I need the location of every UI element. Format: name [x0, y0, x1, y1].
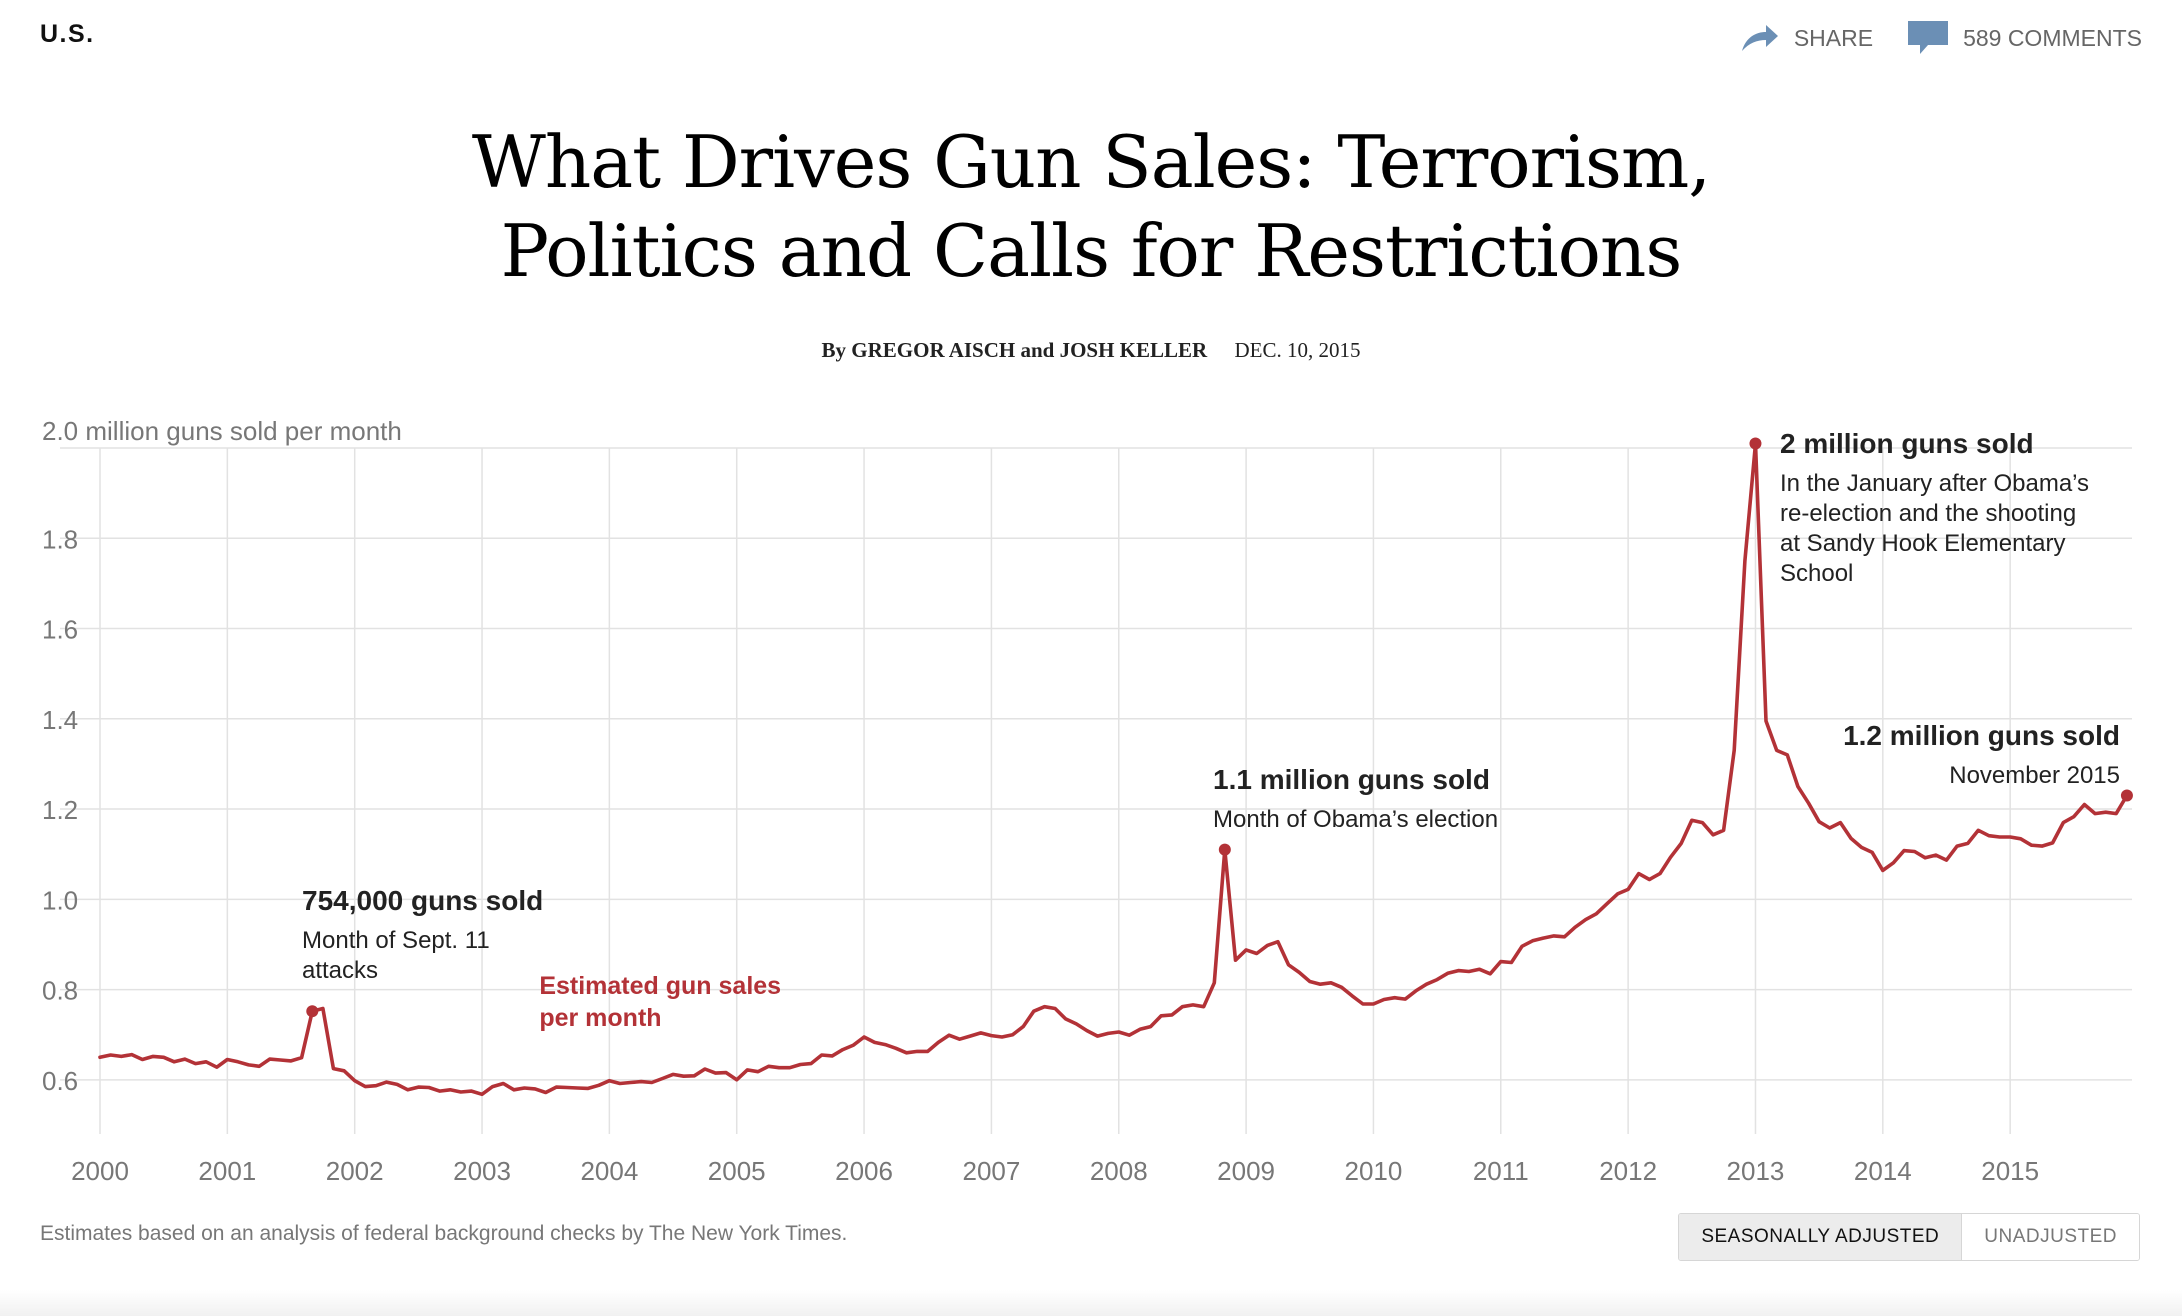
y-tick-label: 1.8 — [42, 524, 78, 554]
annotation-text: School — [1780, 560, 1853, 587]
x-tick-label: 2012 — [1599, 1156, 1657, 1186]
byline-authors[interactable]: By GREGOR AISCH and JOSH KELLER — [821, 338, 1208, 362]
y-tick-label: 1.6 — [42, 615, 78, 645]
headline: What Drives Gun Sales: Terrorism, Politi… — [0, 118, 2182, 296]
y-tick-label: 1.2 — [42, 795, 78, 825]
x-tick-label: 2011 — [1473, 1156, 1529, 1186]
headline-line-1: What Drives Gun Sales: Terrorism, — [471, 120, 1711, 204]
y-axis-label: 2.0 million guns sold per month — [42, 416, 402, 446]
y-tick-label: 1.4 — [42, 705, 78, 735]
comments-button[interactable]: 589 COMMENTS — [1907, 20, 2142, 56]
byline-date: DEC. 10, 2015 — [1234, 338, 1361, 362]
x-tick-label: 2002 — [326, 1156, 384, 1186]
annotation-text: re-election and the shooting — [1780, 500, 2076, 527]
x-tick-label: 2005 — [708, 1156, 766, 1186]
x-tick-label: 2013 — [1727, 1156, 1785, 1186]
x-tick-label: 2000 — [71, 1156, 129, 1186]
y-tick-label: 0.8 — [42, 976, 78, 1006]
annotation-text: at Sandy Hook Elementary — [1780, 530, 2065, 557]
annotation-text: In the January after Obama’s — [1780, 470, 2089, 497]
comment-icon — [1907, 20, 1949, 56]
byline: By GREGOR AISCH and JOSH KELLER DEC. 10,… — [0, 338, 2182, 363]
gun-sales-chart: 0.6 0.8 1.0 1.2 1.4 1.6 1.8 2.0 million guns so… — [42, 416, 2133, 1186]
x-tick-label: 2007 — [962, 1156, 1020, 1186]
x-tick-label: 2001 — [198, 1156, 256, 1186]
adjustment-toggle[interactable]: SEASONALLY ADJUSTED UNADJUSTED — [1678, 1213, 2140, 1261]
highlight-point — [2120, 789, 2133, 802]
y-tick-label: 1.0 — [42, 885, 78, 915]
x-tick-label: 2004 — [580, 1156, 638, 1186]
series-label: Estimated gun sales — [539, 972, 781, 1000]
seasonally-adjusted-button[interactable]: SEASONALLY ADJUSTED — [1679, 1214, 1962, 1260]
share-label: SHARE — [1793, 24, 1874, 51]
y-tick-label: 0.6 — [42, 1066, 78, 1096]
comments-count: 589 COMMENTS — [1963, 24, 2142, 51]
section-label[interactable]: U.S. — [40, 20, 95, 48]
article-actions: SHARE 589 COMMENTS — [1740, 20, 2142, 56]
annotation-text: Month of Obama’s election — [1213, 806, 1498, 833]
share-button[interactable]: SHARE — [1740, 23, 1873, 53]
unadjusted-button[interactable]: UNADJUSTED — [1961, 1214, 2139, 1260]
annotation-text: attacks — [302, 957, 378, 984]
x-tick-label: 2009 — [1217, 1156, 1275, 1186]
annotation-text: Month of Sept. 11 — [302, 927, 490, 954]
annotation-text: November 2015 — [1949, 762, 2120, 789]
x-tick-label: 2003 — [453, 1156, 511, 1186]
share-icon — [1740, 23, 1780, 53]
x-tick-label: 2006 — [835, 1156, 893, 1186]
x-tick-label: 2008 — [1090, 1156, 1148, 1186]
headline-line-2: Politics and Calls for Restrictions — [500, 209, 1683, 293]
highlight-point — [1749, 437, 1762, 450]
x-tick-label: 2015 — [1981, 1156, 2039, 1186]
chart-footnote: Estimates based on an analysis of federa… — [40, 1222, 848, 1245]
x-tick-label: 2010 — [1345, 1156, 1403, 1186]
highlight-point — [1218, 843, 1231, 856]
series-label: per month — [539, 1004, 661, 1032]
annotation-title: 754,000 guns sold — [302, 885, 543, 916]
page-bottom-shade — [0, 1290, 2182, 1316]
highlight-point — [306, 1005, 319, 1018]
annotation-title: 1.1 million guns sold — [1213, 764, 1490, 795]
annotation-title: 1.2 million guns sold — [1843, 720, 2120, 751]
x-tick-label: 2014 — [1854, 1156, 1912, 1186]
sales-series-line — [98, 441, 2129, 1097]
annotation-title: 2 million guns sold — [1780, 428, 2034, 459]
